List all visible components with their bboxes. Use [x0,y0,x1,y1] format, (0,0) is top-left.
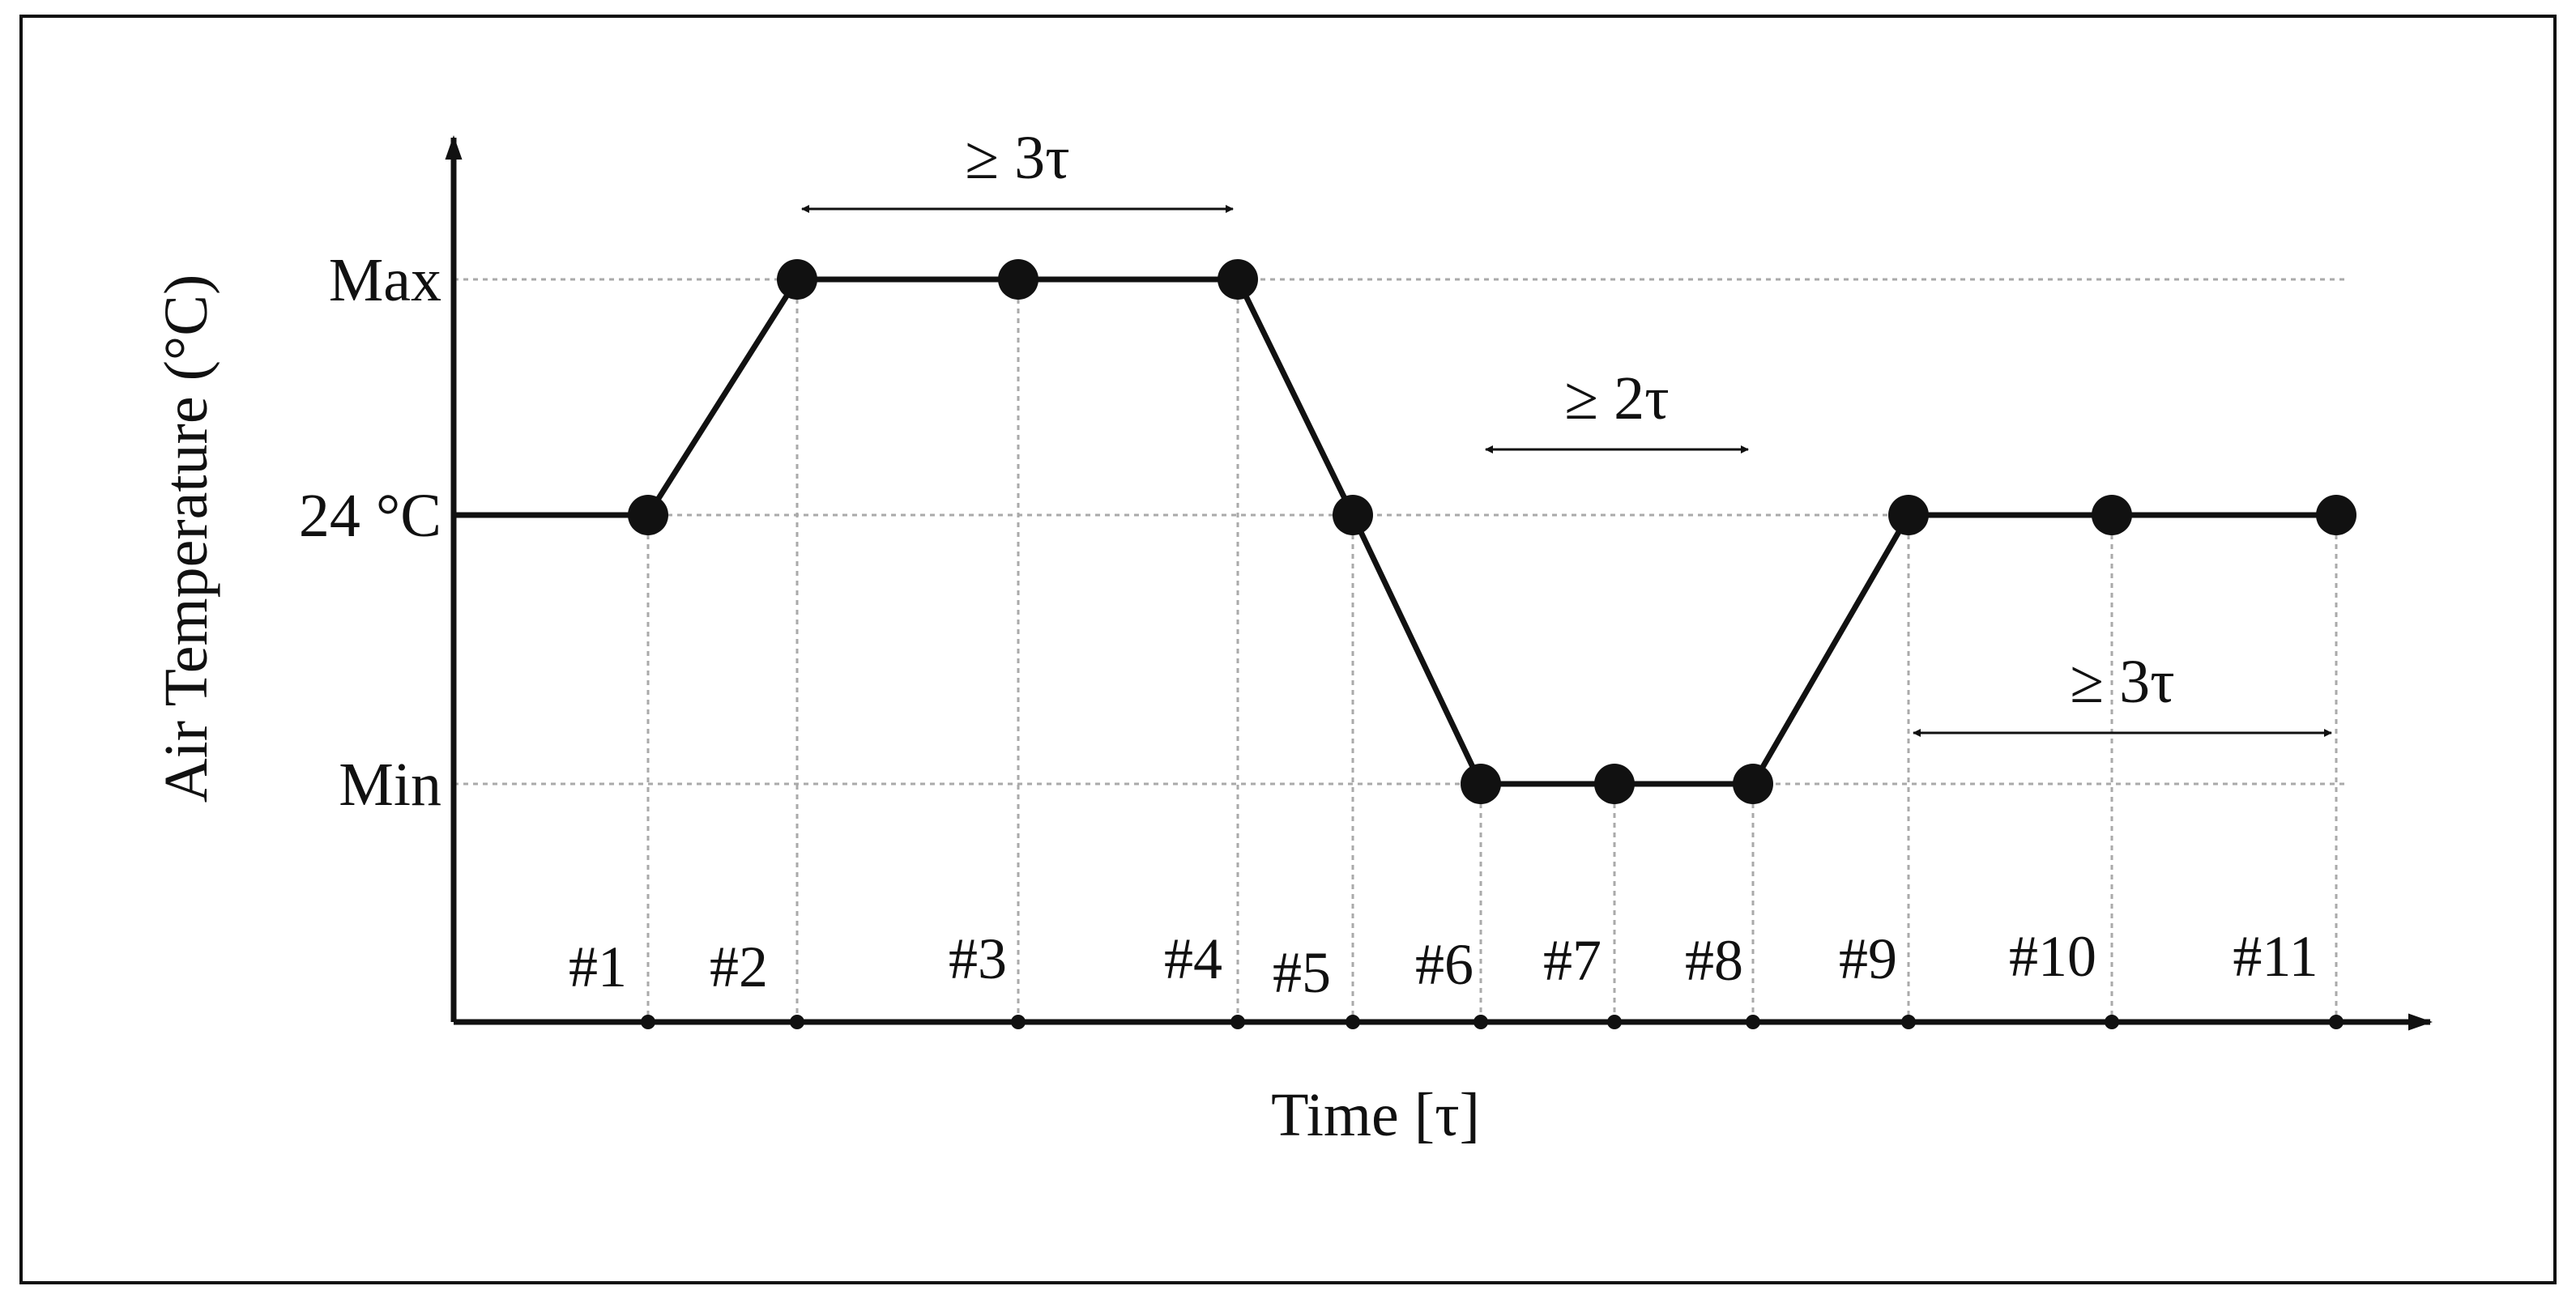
grid-lines [454,278,2349,1022]
level-label-room: 24 °C [299,482,441,550]
y-level-labels: Max 24 °C Min [299,246,441,819]
x-tick-1 [641,1015,655,1029]
step-label-1: #1 [569,935,627,999]
axes [445,135,2433,1031]
level-label-min: Min [339,751,441,819]
x-tick-9 [1901,1015,1916,1029]
profile-point-11 [2316,495,2356,535]
duration-label-2: ≥ 2τ [1564,364,1669,432]
profile-point-3 [998,259,1039,300]
profile-point-7 [1594,764,1635,804]
step-label-2: #2 [710,935,768,999]
duration-label-1: ≥ 3τ [965,124,1069,192]
profile-point-4 [1218,259,1258,300]
profile-point-1 [628,495,668,535]
profile-line [454,276,2336,787]
x-tick-6 [1474,1015,1488,1029]
x-tick-7 [1607,1015,1622,1029]
temperature-profile [454,259,2356,804]
step-labels: #1 #2 #3 #4 #5 #6 #7 #8 #9 #10 #11 [569,924,2318,1005]
step-label-9: #9 [1839,926,1897,991]
step-label-6: #6 [1415,932,1474,997]
profile-point-6 [1461,764,1501,804]
x-axis-title: Time [τ] [1271,1081,1480,1149]
step-label-8: #8 [1685,928,1743,993]
level-label-max: Max [329,246,441,314]
x-tick-3 [1011,1015,1026,1029]
y-axis-title: Air Temperature (°C) [152,275,220,803]
duration-label-3: ≥ 3τ [2070,648,2174,716]
x-tick-2 [790,1015,804,1029]
x-axis-ticks [641,1015,2344,1029]
profile-point-8 [1733,764,1773,804]
profile-point-10 [2092,495,2132,535]
duration-annotations: ≥ 3τ ≥ 2τ ≥ 3τ [801,124,2332,737]
figure-frame [19,15,2557,1284]
x-tick-5 [1346,1015,1360,1029]
profile-point-2 [777,259,817,300]
step-label-5: #5 [1273,940,1331,1005]
x-tick-10 [2105,1015,2119,1029]
step-label-3: #3 [949,926,1007,991]
step-label-7: #7 [1543,928,1601,993]
step-label-4: #4 [1164,926,1222,991]
x-tick-8 [1746,1015,1760,1029]
step-label-10: #10 [2009,924,2096,989]
profile-point-5 [1333,495,1373,535]
x-tick-4 [1230,1015,1245,1029]
x-tick-11 [2329,1015,2344,1029]
profile-point-9 [1888,495,1929,535]
step-label-11: #11 [2233,924,2318,989]
